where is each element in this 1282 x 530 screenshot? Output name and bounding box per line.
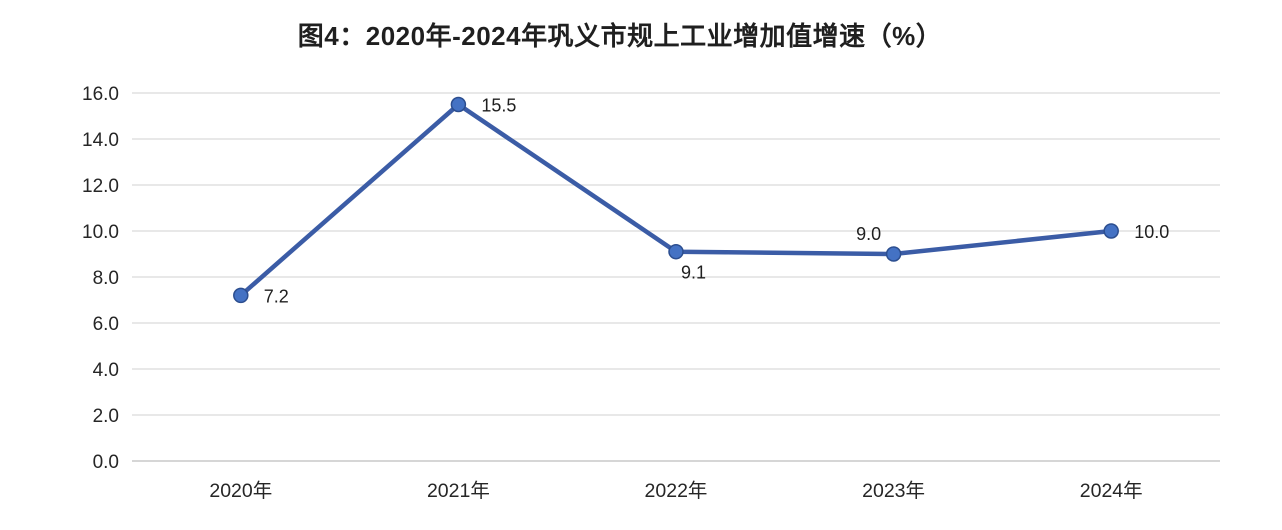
y-axis-tick-label: 6.0 <box>93 314 119 335</box>
y-axis-tick-label: 16.0 <box>82 84 119 105</box>
x-axis-tick-label: 2023年 <box>862 480 925 502</box>
data-point-label: 9.1 <box>681 263 706 283</box>
y-axis-tick-label: 0.0 <box>93 452 119 473</box>
x-axis-tick-label: 2020年 <box>209 480 272 502</box>
data-point-marker <box>885 246 902 262</box>
x-axis-tick-label: 2024年 <box>1080 480 1143 502</box>
data-point-label: 9.0 <box>856 224 881 244</box>
y-axis-tick-label: 8.0 <box>93 268 119 289</box>
series-line <box>238 102 1114 298</box>
y-axis-tick-label: 10.0 <box>82 222 119 243</box>
data-point-label: 7.2 <box>264 286 289 306</box>
y-axis-tick-label: 14.0 <box>82 130 119 151</box>
y-axis-tick-label: 2.0 <box>93 406 119 427</box>
data-point-marker <box>668 243 684 260</box>
data-point-label: 10.0 <box>1134 222 1169 242</box>
x-axis-tick-label: 2022年 <box>645 480 708 502</box>
data-point-marker <box>1103 223 1119 239</box>
x-axis-tick-label: 2021年 <box>427 480 490 502</box>
y-axis-tick-label: 12.0 <box>82 176 119 197</box>
chart-title: 图4：2020年-2024年巩义市规上工业增加值增速（%） <box>297 21 943 51</box>
data-point-marker <box>233 287 249 304</box>
data-point-label: 15.5 <box>481 96 516 116</box>
y-axis-tick-label: 4.0 <box>93 360 119 381</box>
data-point-marker <box>450 96 467 113</box>
